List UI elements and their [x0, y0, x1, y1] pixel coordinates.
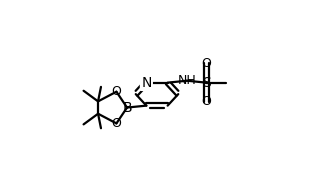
Text: N: N [141, 76, 152, 90]
Text: S: S [202, 76, 211, 90]
Text: NH: NH [178, 74, 196, 87]
Text: O: O [201, 57, 211, 70]
Text: O: O [111, 117, 121, 130]
Text: O: O [201, 95, 211, 108]
Text: B: B [122, 101, 132, 114]
Text: O: O [111, 85, 121, 98]
